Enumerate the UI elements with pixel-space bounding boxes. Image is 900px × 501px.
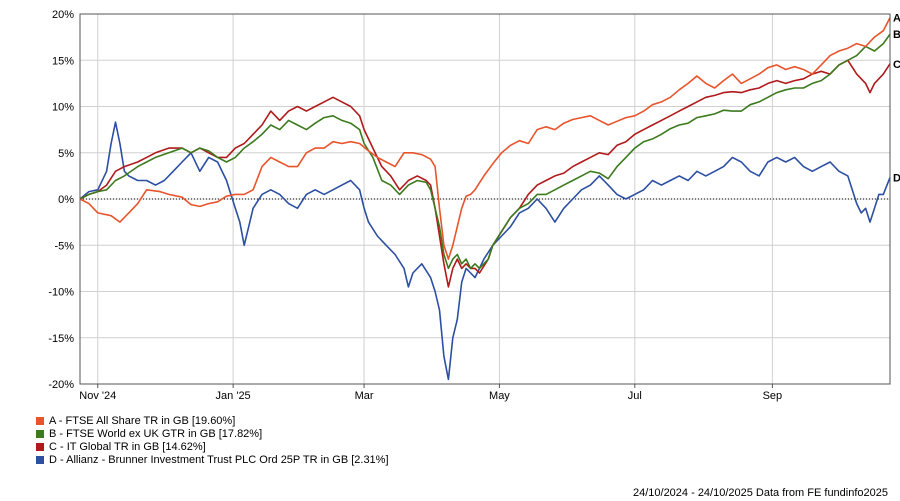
y-tick-label: -15% bbox=[48, 333, 74, 345]
y-tick-label: 15% bbox=[52, 55, 74, 67]
legend-item-b: B - FTSE World ex UK GTR in GB [17.82%] bbox=[36, 427, 389, 440]
legend-swatch-a bbox=[36, 416, 44, 425]
x-tick-label: Nov '24 bbox=[79, 390, 116, 402]
y-tick-label: -10% bbox=[48, 287, 74, 299]
legend-item-c: C - IT Global TR in GB [14.62%] bbox=[36, 440, 389, 453]
series-line-b bbox=[79, 33, 891, 270]
y-axis-ticks: 20% 15% 10% 5% 0% -5% -10% -15% -20% bbox=[48, 9, 74, 391]
legend-swatch-d bbox=[36, 455, 44, 464]
x-tick-label: Jan '25 bbox=[216, 390, 251, 402]
end-label-c: C bbox=[893, 59, 900, 71]
legend-label-d: D - Allianz - Brunner Investment Trust P… bbox=[49, 453, 389, 466]
y-tick-label: 20% bbox=[52, 9, 74, 21]
x-tick-label: Sep bbox=[763, 390, 783, 402]
y-tick-label: 0% bbox=[58, 194, 74, 206]
legend-swatch-b bbox=[36, 429, 44, 438]
legend-swatch-c bbox=[36, 442, 44, 451]
x-tick-label: May bbox=[489, 390, 510, 402]
y-tick-label: 5% bbox=[58, 148, 74, 160]
x-axis-ticks: Nov '24 Jan '25 Mar May Jul Sep bbox=[79, 384, 782, 402]
series-line-c bbox=[79, 59, 891, 288]
series-end-labels: AB C D bbox=[893, 13, 900, 185]
series-line-d bbox=[79, 121, 891, 381]
x-tick-label: Jul bbox=[628, 390, 642, 402]
legend-item-d: D - Allianz - Brunner Investment Trust P… bbox=[36, 453, 389, 466]
legend-label-c: C - IT Global TR in GB [14.62%] bbox=[49, 440, 206, 453]
y-tick-label: -20% bbox=[48, 379, 74, 391]
legend-item-a: A - FTSE All Share TR in GB [19.60%] bbox=[36, 414, 389, 427]
series-line-a bbox=[79, 17, 891, 260]
y-tick-label: 10% bbox=[52, 102, 74, 114]
y-tick-label: -5% bbox=[54, 240, 74, 252]
series-lines bbox=[79, 17, 891, 381]
legend: A - FTSE All Share TR in GB [19.60%] B -… bbox=[36, 414, 389, 466]
end-label-d: D bbox=[893, 173, 900, 185]
date-range-source-note: 24/10/2024 - 24/10/2025 Data from FE fun… bbox=[632, 487, 888, 499]
plot-frame bbox=[79, 13, 891, 385]
x-tick-label: Mar bbox=[355, 390, 374, 402]
legend-label-a: A - FTSE All Share TR in GB [19.60%] bbox=[49, 414, 236, 427]
end-label-a: A bbox=[893, 13, 900, 25]
end-label-b: B bbox=[893, 29, 900, 41]
legend-label-b: B - FTSE World ex UK GTR in GB [17.82%] bbox=[49, 427, 263, 440]
